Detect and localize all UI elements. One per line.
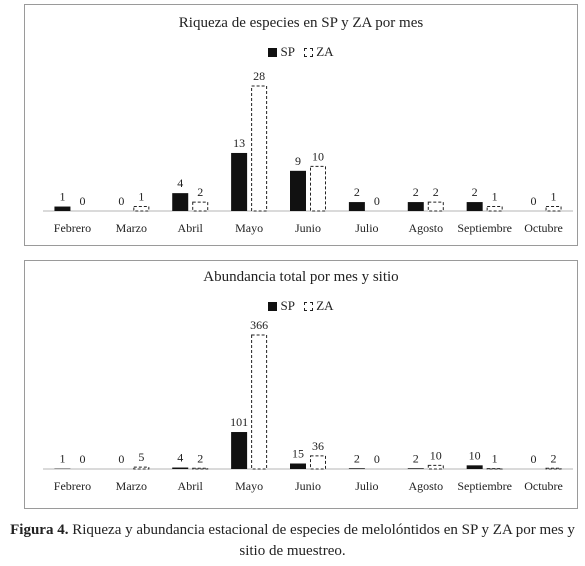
x-tick-label: Agosto bbox=[408, 479, 443, 493]
data-label: 0 bbox=[79, 194, 85, 208]
data-label: 2 bbox=[413, 185, 419, 199]
bar-za bbox=[192, 467, 209, 470]
data-label: 366 bbox=[250, 318, 268, 332]
data-label: 0 bbox=[531, 452, 537, 466]
caption-label: Figura 4. bbox=[10, 522, 69, 538]
legend-label-za: ZA bbox=[316, 44, 334, 60]
data-label: 2 bbox=[472, 185, 478, 199]
data-label: 2 bbox=[551, 451, 557, 465]
x-tick-label: Julio bbox=[355, 221, 378, 235]
bar-sp bbox=[407, 468, 424, 469]
bar-sp bbox=[172, 467, 189, 469]
data-label: 2 bbox=[197, 185, 203, 199]
data-label: 0 bbox=[79, 452, 85, 466]
bar-za bbox=[192, 201, 209, 212]
richness-chart-panel: Riqueza de especies en SP y ZA por mes S… bbox=[24, 4, 578, 246]
data-label: 2 bbox=[354, 451, 360, 465]
data-label: 9 bbox=[295, 154, 301, 168]
x-tick-label: Junio bbox=[295, 221, 321, 235]
data-label: 0 bbox=[118, 194, 124, 208]
bar-za bbox=[251, 334, 268, 470]
x-tick-label: Mayo bbox=[235, 479, 263, 493]
caption-text: Riqueza y abundancia estacional de espec… bbox=[72, 522, 575, 559]
chart-title: Riqueza de especies en SP y ZA por mes bbox=[178, 15, 424, 31]
legend-swatch-sp bbox=[268, 301, 278, 311]
bar-za bbox=[427, 201, 444, 212]
bar-sp bbox=[231, 432, 248, 469]
legend-swatch-sp bbox=[268, 47, 278, 57]
data-label: 1 bbox=[138, 190, 144, 204]
bar-sp bbox=[466, 202, 483, 211]
data-label: 1 bbox=[59, 190, 65, 204]
data-label: 4 bbox=[177, 176, 183, 190]
data-label: 101 bbox=[230, 415, 248, 429]
data-label: 28 bbox=[253, 69, 265, 83]
x-tick-label: Septiembre bbox=[457, 221, 512, 235]
data-label: 13 bbox=[233, 136, 245, 150]
bar-sp bbox=[290, 463, 306, 469]
data-label: 1 bbox=[492, 452, 498, 466]
x-tick-label: Octubre bbox=[524, 479, 563, 493]
data-label: 2 bbox=[354, 185, 360, 199]
data-label: 1 bbox=[492, 190, 498, 204]
x-tick-label: Agosto bbox=[408, 221, 443, 235]
bar-sp bbox=[231, 152, 248, 211]
data-label: 2 bbox=[197, 451, 203, 465]
data-label: 0 bbox=[374, 452, 380, 466]
abundance-chart-panel: Abundancia total por mes y sitio SP ZA F… bbox=[24, 260, 578, 509]
bar-sp bbox=[54, 206, 71, 211]
legend-label-sp: SP bbox=[280, 44, 295, 60]
x-tick-label: Abril bbox=[178, 221, 204, 235]
bar-za bbox=[310, 165, 326, 212]
data-label: 36 bbox=[312, 439, 324, 453]
x-tick-label: Mayo bbox=[235, 221, 263, 235]
bar-sp bbox=[466, 465, 483, 469]
bar-sp bbox=[172, 193, 189, 211]
bar-sp bbox=[290, 170, 306, 211]
x-tick-label: Julio bbox=[355, 479, 378, 493]
x-tick-label: Abril bbox=[178, 479, 204, 493]
chart-legend: SP ZA bbox=[25, 297, 577, 314]
data-label: 0 bbox=[374, 194, 380, 208]
bar-sp bbox=[348, 202, 365, 211]
bar-za bbox=[133, 206, 150, 212]
figure-caption: Figura 4. Riqueza y abundancia estaciona… bbox=[0, 520, 585, 562]
data-label: 15 bbox=[292, 447, 304, 461]
data-label: 10 bbox=[312, 149, 324, 163]
data-label: 10 bbox=[430, 448, 442, 462]
bar-za bbox=[486, 206, 503, 212]
chart-legend: SP ZA bbox=[25, 43, 577, 60]
legend-swatch-za bbox=[304, 47, 314, 57]
bar-sp bbox=[348, 468, 365, 469]
data-label: 0 bbox=[531, 194, 537, 208]
data-label: 1 bbox=[551, 190, 557, 204]
x-tick-label: Febrero bbox=[54, 221, 91, 235]
x-tick-label: Febrero bbox=[54, 479, 91, 493]
bar-sp bbox=[407, 202, 424, 211]
bar-za bbox=[133, 466, 150, 470]
legend-label-sp: SP bbox=[280, 298, 295, 314]
bar-za bbox=[310, 455, 326, 470]
x-tick-label: Septiembre bbox=[457, 479, 512, 493]
bar-za bbox=[545, 467, 562, 470]
data-label: 1 bbox=[59, 452, 65, 466]
x-tick-label: Marzo bbox=[116, 221, 147, 235]
bar-za bbox=[545, 206, 562, 212]
bar-za bbox=[251, 85, 268, 212]
legend-swatch-za bbox=[304, 301, 314, 311]
chart-title: Abundancia total por mes y sitio bbox=[203, 269, 399, 285]
data-label: 2 bbox=[433, 185, 439, 199]
x-tick-label: Marzo bbox=[116, 479, 147, 493]
bar-za bbox=[427, 464, 444, 470]
data-label: 4 bbox=[177, 451, 183, 465]
data-label: 2 bbox=[413, 451, 419, 465]
x-tick-label: Junio bbox=[295, 479, 321, 493]
data-label: 10 bbox=[469, 448, 481, 462]
legend-label-za: ZA bbox=[316, 298, 334, 314]
data-label: 0 bbox=[118, 452, 124, 466]
data-label: 5 bbox=[138, 450, 144, 464]
x-tick-label: Octubre bbox=[524, 221, 563, 235]
